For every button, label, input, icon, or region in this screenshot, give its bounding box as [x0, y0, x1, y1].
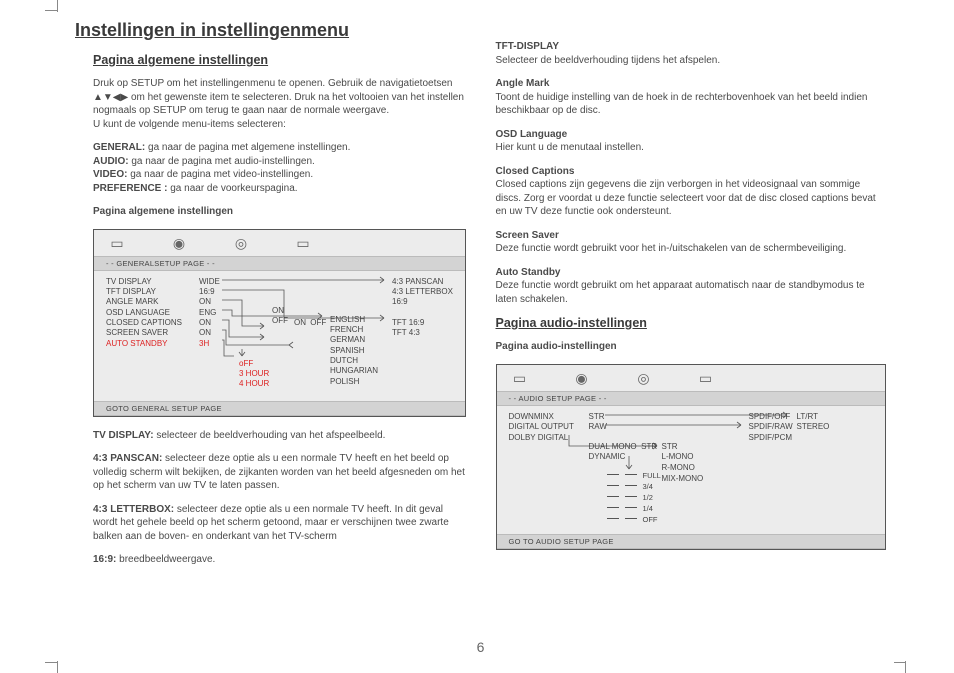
diagram-footer-bar: GOTO GENERAL SETUP PAGE	[94, 401, 465, 416]
tv-icon: ▭	[509, 371, 531, 387]
diagram-header-bar: - - AUDIO SETUP PAGE - -	[497, 391, 886, 406]
diagram-icon-row: ▭ ◉ ◎ ▭	[94, 230, 465, 256]
tv-display-text: TV DISPLAY: selecteer de beeldverhouding…	[93, 429, 466, 443]
general-setup-diagram: ▭ ◉ ◎ ▭ - - GENERALSETUP PAGE - -	[93, 229, 466, 417]
audio-setup-diagram: ▭ ◉ ◎ ▭ - - AUDIO SETUP PAGE - -	[496, 364, 887, 550]
cc-section: Closed Captions Closed captions zijn geg…	[496, 165, 887, 219]
globe-icon: ◎	[230, 236, 252, 252]
dynamic-slider: FULL 3/4 1/2 1/4 OFF	[607, 474, 637, 528]
diagram-title-general: Pagina algemene instellingen	[93, 205, 466, 219]
diagram-header-bar: - - GENERALSETUP PAGE - -	[94, 256, 465, 271]
angle-section: Angle Mark Toont de huidige instelling v…	[496, 77, 887, 118]
speaker-icon: ◉	[168, 236, 190, 252]
page: Instellingen in instellingenmenu Pagina …	[75, 20, 886, 653]
wide-text: 16:9: breedbeeldweergave.	[93, 553, 466, 567]
left-column: Instellingen in instellingenmenu Pagina …	[75, 20, 466, 653]
osd-section: OSD Language Hier kunt u de menutaal ins…	[496, 128, 887, 155]
globe-icon: ◎	[633, 371, 655, 387]
pref-icon: ▭	[695, 371, 717, 387]
tv-icon: ▭	[106, 236, 128, 252]
asb-section: Auto Standby Deze functie wordt gebruikt…	[496, 266, 887, 307]
ss-section: Screen Saver Deze functie wordt gebruikt…	[496, 229, 887, 256]
speaker-icon: ◉	[571, 371, 593, 387]
panscan-text: 4:3 PANSCAN: selecteer deze optie als u …	[93, 452, 466, 493]
page-title: Instellingen in instellingenmenu	[75, 20, 466, 41]
tft-section: TFT-DISPLAY Selecteer de beeldverhouding…	[496, 40, 887, 67]
section-heading-audio: Pagina audio-instellingen	[496, 316, 887, 330]
right-column: TFT-DISPLAY Selecteer de beeldverhouding…	[496, 20, 887, 653]
section-heading-general: Pagina algemene instellingen	[93, 53, 466, 67]
diagram-icon-row: ▭ ◉ ◎ ▭	[497, 365, 886, 391]
diagram-footer-bar: GO TO AUDIO SETUP PAGE	[497, 534, 886, 549]
intro-text: Druk op SETUP om het instellingenmenu te…	[93, 77, 466, 131]
menu-items-list: GENERAL: ga naar de pagina met algemene …	[93, 141, 466, 195]
pref-icon: ▭	[292, 236, 314, 252]
diagram-body: DOWNMINX DIGITAL OUTPUT DOLBY DIGITAL ST…	[497, 406, 886, 534]
diagram-title-audio: Pagina audio-instellingen	[496, 340, 887, 354]
page-number: 6	[477, 639, 485, 655]
diagram-body: TV DISPLAY TFT DISPLAY ANGLE MARK OSD LA…	[94, 271, 465, 401]
letterbox-text: 4:3 LETTERBOX: selecteer deze optie als …	[93, 503, 466, 544]
